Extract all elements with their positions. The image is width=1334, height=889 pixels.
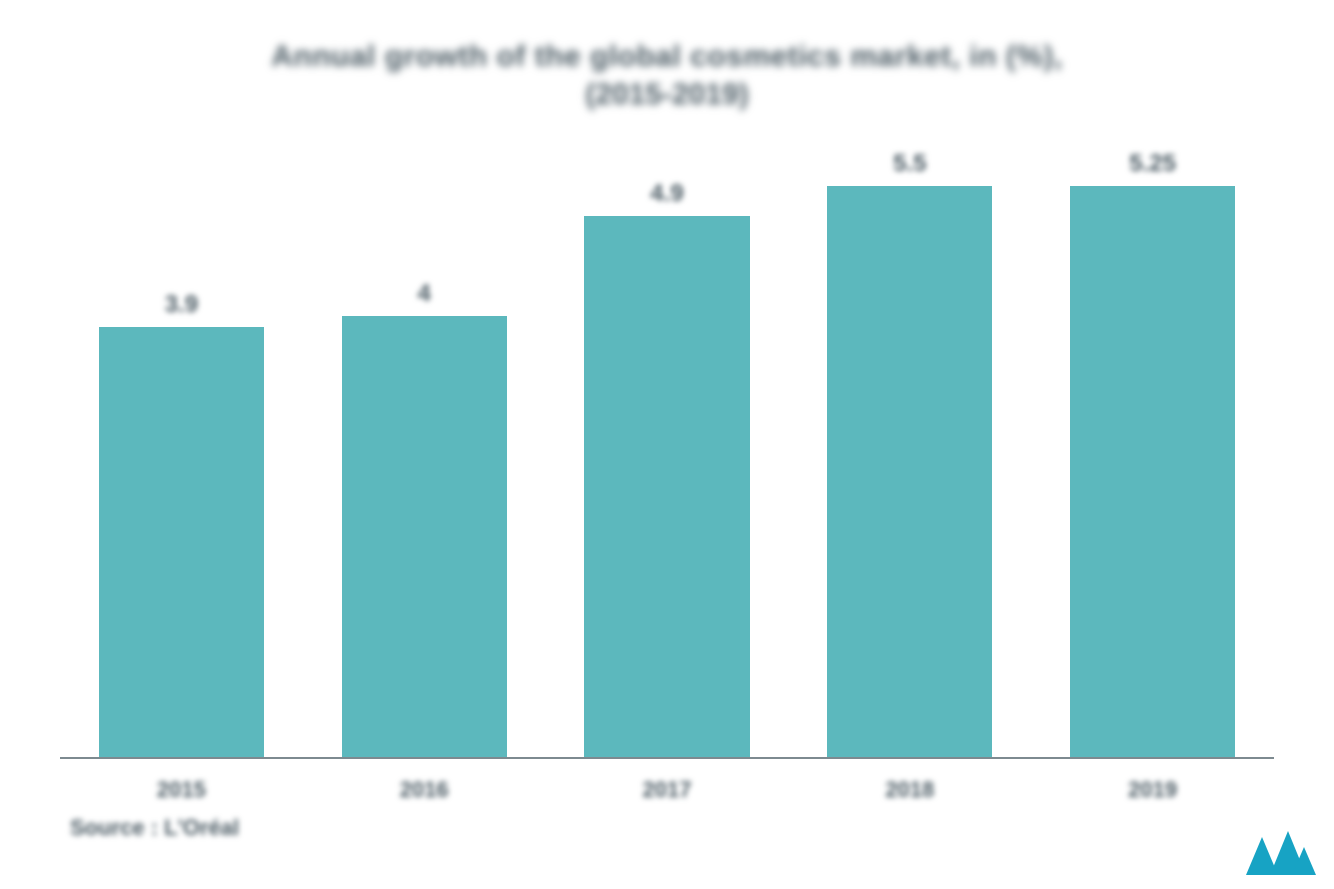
bar-rect [99,327,264,759]
x-axis-label: 2017 [546,777,789,803]
plot-area: 3.9 4 4.9 5.5 5.25 [60,150,1274,759]
bar-value-label: 3.9 [165,291,198,319]
x-axis-label: 2018 [788,777,1031,803]
bar-value-label: 5.5 [893,150,926,178]
x-axis-label: 2015 [60,777,303,803]
bar-slot: 4 [303,150,546,759]
source-text: Source : L'Oréal [70,815,239,841]
chart-title: Annual growth of the global cosmetics ma… [0,40,1334,112]
bar-value-label: 4 [418,280,431,308]
bar-rect [1070,186,1235,759]
x-axis-line [60,757,1274,759]
x-axis-label: 2016 [303,777,546,803]
bar-slot: 5.25 [1031,150,1274,759]
x-axis-label: 2019 [1031,777,1274,803]
bar-slot: 3.9 [60,150,303,759]
brand-logo-icon [1246,831,1316,875]
chart-title-line1: Annual growth of the global cosmetics ma… [0,40,1334,74]
bar-rect [584,216,749,759]
bar-slot: 5.5 [788,150,1031,759]
bar-slot: 4.9 [546,150,789,759]
bars-container: 3.9 4 4.9 5.5 5.25 [60,150,1274,759]
x-axis-labels: 20152016201720182019 [60,777,1274,803]
chart-frame: Annual growth of the global cosmetics ma… [0,0,1334,889]
bar-rect [342,316,507,759]
bar-value-label: 5.25 [1129,150,1176,178]
chart-title-line2: (2015-2019) [0,78,1334,112]
bar-rect [827,186,992,759]
bar-value-label: 4.9 [650,180,683,208]
